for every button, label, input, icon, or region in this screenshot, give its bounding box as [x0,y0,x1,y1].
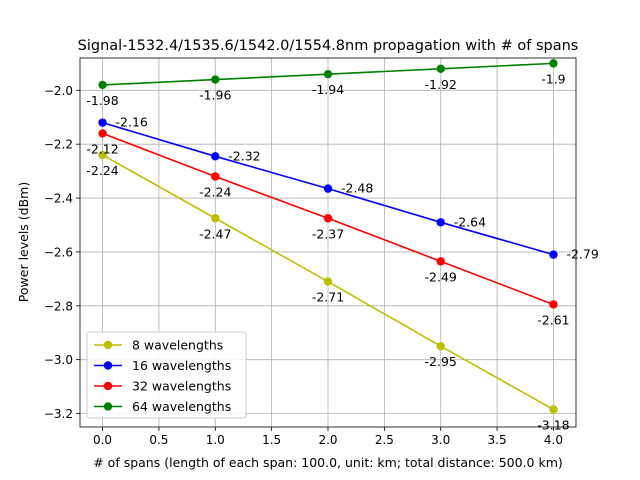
data-label: -2.49 [425,269,457,284]
data-point [436,64,445,73]
x-tick-label: 3.5 [488,433,507,447]
x-tick-label: 1.0 [206,433,225,447]
data-label: -2.48 [341,181,373,196]
y-axis-label: Power levels (dBm) [16,182,31,302]
legend-marker [103,402,113,411]
y-tick-label: −2.2 [44,138,73,152]
data-point [98,118,107,127]
data-point [211,75,220,84]
legend: 8 wavelengths 16 wavelengths 32 wavelength… [86,331,247,419]
data-point [549,250,558,259]
chart-title: Signal-1532.4/1535.6/1542.0/1554.8nm pro… [78,38,579,54]
data-label: -2.16 [116,115,148,130]
y-tick-label: −2.0 [44,84,73,98]
legend-label: 16 wavelengths [132,358,231,373]
y-tick-label: −3.2 [44,407,73,421]
y-tick-label: −3.0 [44,353,73,367]
data-label: -2.24 [199,185,231,200]
x-tick-label: 3.0 [431,433,450,447]
data-point [436,257,445,266]
data-point [211,152,220,161]
data-point [436,218,445,227]
y-tick-label: −2.8 [44,299,73,313]
data-point [436,341,445,351]
x-tick-label: 2.0 [318,433,337,447]
data-point [323,277,333,286]
y-axis-ticks: −3.2 −3.0 −2.8 −2.6 −2.4 −2.2 −2.0 [44,84,80,421]
data-label: -2.47 [199,226,231,241]
legend-marker [103,340,113,350]
legend-label: 8 wavelengths [132,338,223,353]
data-point [98,129,107,138]
data-point [549,405,558,414]
data-label: -1.98 [86,93,118,108]
data-label: -1.9 [541,71,565,86]
y-tick-label: −2.6 [44,245,73,259]
data-label: -2.61 [537,312,569,327]
data-label: -2.79 [566,247,598,262]
x-tick-label: 0.5 [149,433,168,447]
x-tick-label: 1.5 [262,433,281,447]
series-layer [98,59,558,414]
legend-box [86,331,247,419]
x-tick-label: 0.0 [93,433,112,447]
data-label: -1.94 [312,82,344,97]
data-label: -2.24 [86,163,118,178]
data-point [98,150,107,160]
x-tick-label: 4.0 [544,433,563,447]
data-label: -1.96 [199,88,231,103]
x-tick-label: 2.5 [375,433,394,447]
data-point [549,300,558,309]
data-label: -2.95 [425,354,457,369]
y-tick-label: −2.4 [44,192,73,206]
data-point [98,80,107,90]
data-labels: -2.24 -2.47 -2.71 -2.95 -3.18 -2.16 -2.32 -2.48… [86,71,598,432]
data-label: -2.64 [454,214,486,229]
x-axis-ticks: 0.0 0.5 1.0 1.5 2.0 2.5 3.0 3.5 4.0 [93,427,563,447]
legend-label: 32 wavelengths [132,379,231,394]
legend-marker [103,361,113,370]
grid [80,58,576,427]
data-point [323,69,333,79]
data-point [211,172,220,181]
data-label: -1.92 [425,77,457,92]
data-point [323,214,333,223]
legend-label: 64 wavelengths [132,399,231,414]
data-label: -3.18 [537,417,569,432]
data-label: -2.12 [86,141,118,156]
data-point [323,184,333,193]
data-label: -2.37 [312,226,344,241]
data-label: -2.32 [228,148,260,163]
data-point [549,59,558,68]
data-label: -2.71 [312,290,344,305]
x-axis-label: # of spans (length of each span: 100.0, … [93,455,563,470]
legend-marker [103,381,113,391]
data-point [211,214,220,223]
